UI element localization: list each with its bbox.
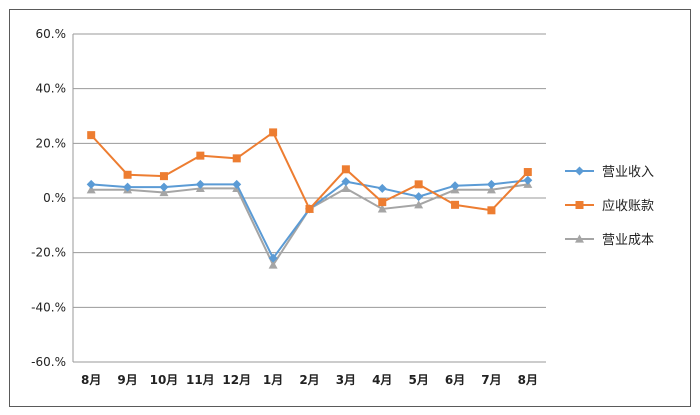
data-point: [414, 192, 424, 202]
x-tick-label: 9月: [117, 373, 137, 387]
data-point: [123, 170, 132, 179]
data-point: [377, 204, 387, 213]
data-point: [196, 151, 205, 160]
data-point: [87, 131, 96, 140]
legend-item: 营业收入: [565, 165, 654, 180]
data-point: [414, 180, 423, 189]
x-tick-label: 11月: [186, 373, 215, 387]
x-tick-label: 5月: [408, 373, 428, 387]
data-point: [159, 188, 169, 197]
data-point: [523, 175, 533, 185]
legend-label: 营业成本: [602, 233, 654, 248]
y-tick-label: 0.%: [43, 191, 66, 205]
y-axis-ticks: 60.% 40.% 20.% 0.% -20.% -40.% -60.%: [31, 27, 66, 369]
data-point: [269, 128, 278, 137]
data-point: [341, 177, 351, 187]
data-point: [232, 179, 242, 189]
data-point: [86, 185, 96, 194]
y-tick-label: 60.%: [36, 27, 67, 41]
x-tick-label: 8月: [518, 373, 538, 387]
series-2: [87, 128, 532, 215]
x-axis-ticks: 8月 9月 10月 11月 12月 1月 2月 3月 4月 5月 6月 7月 8月: [81, 373, 538, 387]
x-tick-label: 6月: [445, 373, 465, 387]
x-tick-label: 10月: [150, 373, 179, 387]
legend-label: 应收账款: [602, 198, 654, 214]
legend-item: 应收账款: [565, 198, 654, 214]
data-point: [232, 154, 241, 163]
x-tick-label: 12月: [222, 373, 251, 387]
y-tick-label: -40.%: [31, 300, 66, 314]
series-3: [86, 179, 533, 269]
series-line: [90, 131, 529, 212]
data-point: [487, 206, 496, 215]
data-point: [195, 179, 205, 189]
gridlines: [72, 33, 546, 363]
legend-marker: [575, 234, 584, 243]
data-point: [341, 183, 351, 193]
data-point: [486, 185, 496, 194]
data-point: [414, 200, 424, 209]
data-point: [523, 168, 532, 177]
data-point: [123, 182, 133, 192]
data-point: [159, 182, 169, 192]
y-tick-label: -60.%: [31, 355, 66, 369]
data-point: [268, 260, 278, 269]
x-tick-label: 3月: [336, 373, 356, 387]
y-tick-label: 40.%: [36, 82, 67, 96]
x-tick-label: 8月: [81, 373, 101, 387]
data-point: [305, 204, 314, 213]
y-tick-label: -20.%: [31, 246, 66, 260]
data-point: [268, 253, 278, 263]
series-lines: [86, 128, 533, 269]
x-tick-label: 4月: [372, 373, 392, 387]
legend-label: 营业收入: [602, 165, 654, 180]
data-point: [378, 198, 387, 207]
x-tick-label: 2月: [299, 373, 319, 387]
series-1: [86, 175, 533, 263]
data-point: [450, 181, 460, 191]
data-point: [159, 172, 168, 181]
x-tick-label: 1月: [263, 373, 283, 387]
x-tick-label: 7月: [481, 373, 501, 387]
data-point: [486, 179, 496, 189]
data-point: [377, 183, 387, 193]
legend-marker: [575, 201, 584, 209]
y-tick-label: 20.%: [36, 136, 67, 150]
data-point: [451, 200, 460, 209]
legend-item: 营业成本: [565, 233, 654, 248]
data-point: [341, 165, 350, 174]
legend-marker: [575, 166, 584, 176]
data-point: [86, 179, 96, 189]
